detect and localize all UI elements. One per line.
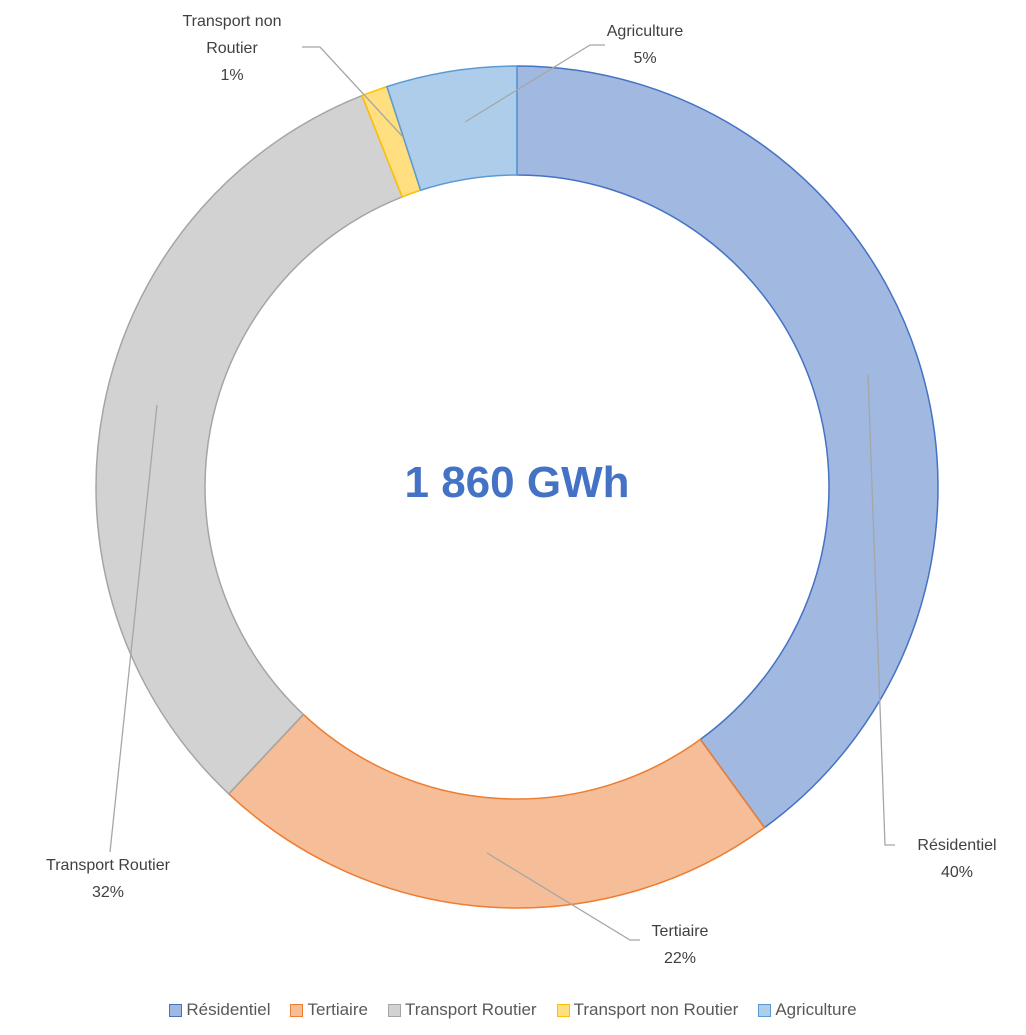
label-value: 22% [663, 950, 697, 967]
donut-segment [227, 713, 766, 909]
legend-swatch [387, 1003, 401, 1017]
legend-swatch [290, 1003, 304, 1017]
label-value: 32% [91, 884, 125, 901]
legend-label: Tertiaire [307, 1000, 368, 1019]
legend-item: Transport Routier [387, 1000, 537, 1020]
legend: Résidentiel Tertiaire Transport Routier Tra… [0, 1000, 1026, 1020]
legend-label: Transport non Routier [573, 1000, 739, 1019]
legend-label: Résidentiel [186, 1000, 271, 1019]
data-label: Tertiaire 22% [605, 918, 755, 972]
legend-swatch [556, 1003, 570, 1017]
label-category: Transport non Routier [182, 13, 282, 57]
donut-segment [95, 94, 404, 795]
data-label: Transport non Routier 1% [157, 8, 307, 89]
leader-line [109, 404, 158, 853]
legend-swatch [169, 1003, 183, 1017]
legend-label: Agriculture [775, 1000, 857, 1019]
data-label: Transport Routier 32% [33, 852, 183, 906]
donut-segment [385, 65, 518, 192]
legend-item: Tertiaire [290, 1000, 368, 1020]
label-category: Résidentiel [917, 837, 997, 854]
legend-item: Résidentiel [169, 1000, 270, 1020]
leader-line [302, 46, 404, 138]
label-category: Transport Routier [46, 857, 170, 874]
label-value: 1% [220, 67, 244, 84]
legend-item: Agriculture [758, 1000, 857, 1020]
data-label: Agriculture 5% [570, 18, 720, 72]
label-category: Agriculture [606, 23, 684, 40]
leader-line [867, 374, 895, 846]
leader-line [486, 852, 640, 941]
donut-segment [516, 65, 939, 829]
center-label: 1 860 GWh [404, 458, 630, 507]
label-value: 40% [940, 864, 974, 881]
legend-item: Transport non Routier [556, 1000, 739, 1020]
data-label: Résidentiel 40% [882, 832, 1026, 886]
label-category: Tertiaire [651, 923, 709, 940]
leader-line [464, 44, 605, 123]
label-value: 5% [633, 50, 657, 67]
legend-swatch [758, 1003, 772, 1017]
legend-label: Transport Routier [404, 1000, 537, 1019]
